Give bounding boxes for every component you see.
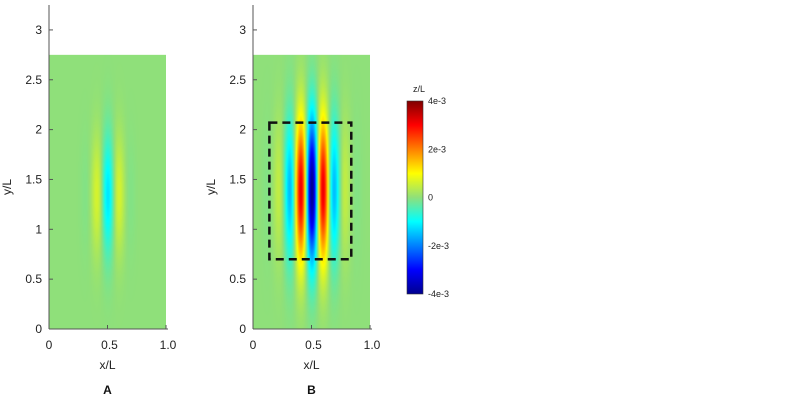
x-tick-label: 0.5: [101, 338, 118, 352]
colorbar-tick-label: 2e-3: [428, 144, 446, 154]
y-tick-label: 3: [239, 23, 246, 37]
colorbar-tick-label: -2e-3: [428, 241, 449, 251]
y-tick-label: 2: [239, 123, 246, 137]
colorbar-title: z/L: [413, 84, 425, 94]
y-tick-label: 0: [35, 322, 42, 336]
colorbar-tick-label: 0: [428, 193, 433, 203]
panel-a-xlabel: x/L: [99, 358, 115, 372]
colorbar: z/L 4e-3 2e-3 0 -2e-3 -4e-3: [406, 84, 449, 299]
y-tick-label: 0.5: [25, 272, 42, 286]
panel-a-heatmap: [49, 54, 166, 329]
colorbar-ticks: 4e-3 2e-3 0 -2e-3 -4e-3: [428, 96, 449, 299]
panel-a-ylabel: y/L: [0, 179, 14, 195]
x-tick-label: 0.5: [305, 338, 322, 352]
y-tick-label: 1.5: [25, 172, 42, 186]
y-tick-label: 2.5: [229, 73, 246, 87]
x-tick-label: 0: [250, 338, 257, 352]
panel-a-y-ticks: 0 0.5 1 1.5 2 2.5 3: [25, 23, 53, 336]
panel-b: 0 0.5 1 1.5 2 2.5 3 0 0.5 1.0 x/L y/L B: [204, 5, 381, 397]
y-tick-label: 2.5: [25, 73, 42, 87]
panel-b-xlabel: x/L: [303, 358, 319, 372]
panel-b-ylabel: y/L: [204, 179, 218, 195]
colorbar-tick-label: 4e-3: [428, 96, 446, 106]
panel-a-field: [49, 54, 166, 329]
y-tick-label: 3: [35, 23, 42, 37]
y-tick-label: 1: [239, 222, 246, 236]
y-tick-label: 1: [35, 222, 42, 236]
panel-a-x-ticks: 0 0.5 1.0: [46, 325, 177, 352]
panel-a-label: A: [103, 383, 112, 397]
panel-a: 0 0.5 1 1.5 2 2.5 3 0 0.5 1.0 x/L y/L A: [0, 5, 177, 397]
panel-b-x-ticks: 0 0.5 1.0: [250, 325, 381, 352]
panel-b-heatmap: [253, 54, 370, 329]
y-tick-label: 0: [239, 322, 246, 336]
annotation-dashed-box: [268, 121, 353, 261]
x-tick-label: 0: [46, 338, 53, 352]
colorbar-tick-label: -4e-3: [428, 289, 449, 299]
panel-b-label: B: [307, 383, 316, 397]
y-tick-label: 0.5: [229, 272, 246, 286]
y-tick-label: 2: [35, 123, 42, 137]
x-tick-label: 1.0: [160, 338, 177, 352]
colorbar-gradient: [406, 100, 424, 295]
panel-b-y-ticks: 0 0.5 1 1.5 2 2.5 3: [229, 23, 257, 336]
panel-b-field: [253, 54, 370, 329]
x-tick-label: 1.0: [364, 338, 381, 352]
y-tick-label: 1.5: [229, 172, 246, 186]
